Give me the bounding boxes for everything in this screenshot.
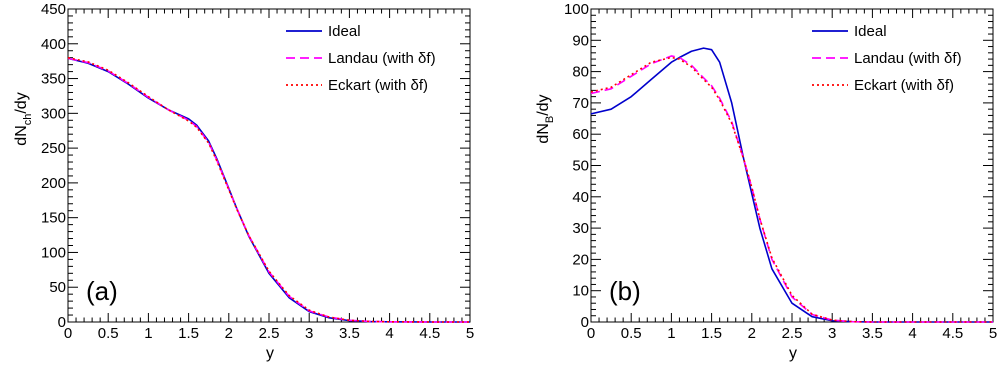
x-tick-label: 5 bbox=[989, 325, 997, 342]
x-tick-label: 4.5 bbox=[419, 325, 440, 342]
x-tick-label: 2 bbox=[748, 325, 756, 342]
y-tick-label: 100 bbox=[41, 244, 66, 261]
y-axis-title-subscript: B bbox=[544, 116, 556, 123]
panel-label: (b) bbox=[609, 276, 641, 306]
y-tick-label: 250 bbox=[41, 140, 66, 157]
y-axis-title-suffix: /dy bbox=[535, 94, 552, 115]
y-axis-title-suffix: /dy bbox=[13, 92, 30, 113]
x-tick-label: 2.5 bbox=[259, 325, 280, 342]
x-tick-label: 4.5 bbox=[942, 325, 963, 342]
y-tick-label: 300 bbox=[41, 105, 66, 122]
panel-label: (a) bbox=[86, 276, 118, 306]
y-tick-label: 10 bbox=[572, 283, 589, 300]
y-tick-label: 50 bbox=[572, 158, 589, 175]
y-tick-label: 0 bbox=[58, 314, 66, 331]
x-tick-label: 0 bbox=[64, 325, 72, 342]
x-tick-label: 0.5 bbox=[98, 325, 119, 342]
y-tick-label: 50 bbox=[49, 279, 66, 296]
x-tick-label: 1.5 bbox=[178, 325, 199, 342]
y-axis-title-main: dN bbox=[535, 123, 552, 143]
x-axis-title: y bbox=[266, 345, 274, 362]
y-tick-label: 450 bbox=[41, 1, 66, 18]
panel-b: 0 0.5 1 1.5 2 2.5 3 3.5 4 4.5 50102030405060708090… bbox=[535, 1, 997, 362]
y-tick-label: 400 bbox=[41, 36, 66, 53]
y-axis-title-main: dN bbox=[13, 125, 30, 145]
legend-label-2: Landau (with δf) bbox=[328, 50, 436, 67]
x-tick-label: 2.5 bbox=[782, 325, 803, 342]
x-tick-label: 0.5 bbox=[621, 325, 642, 342]
series-line-3 bbox=[590, 56, 993, 323]
y-tick-label: 150 bbox=[41, 210, 66, 227]
y-tick-label: 40 bbox=[572, 189, 589, 206]
y-axis-title-subscript: ch bbox=[22, 114, 34, 126]
y-axis-title: dNB/dy bbox=[535, 94, 556, 143]
y-tick-label: 70 bbox=[572, 95, 589, 112]
y-tick-label: 100 bbox=[564, 1, 589, 18]
x-tick-label: 3 bbox=[828, 325, 836, 342]
x-tick-label: 0 bbox=[587, 325, 595, 342]
series-line-3 bbox=[67, 56, 470, 323]
x-tick-label: 3.5 bbox=[862, 325, 883, 342]
y-tick-label: 350 bbox=[41, 71, 66, 88]
series-line-2 bbox=[67, 57, 470, 323]
legend-label-1: Ideal bbox=[328, 23, 361, 40]
y-tick-label: 200 bbox=[41, 175, 66, 192]
x-tick-label: 3 bbox=[305, 325, 313, 342]
y-tick-label: 80 bbox=[572, 64, 589, 81]
series-line-2 bbox=[590, 55, 993, 323]
x-tick-label: 4 bbox=[385, 325, 393, 342]
legend-label-2: Landau (with δf) bbox=[854, 50, 962, 67]
x-tick-label: 1 bbox=[667, 325, 675, 342]
legend-label-3: Eckart (with δf) bbox=[328, 77, 428, 94]
y-tick-label: 60 bbox=[572, 126, 589, 143]
legend-label-1: Ideal bbox=[854, 23, 887, 40]
y-axis-title: dNch/dy bbox=[13, 92, 34, 145]
y-tick-label: 90 bbox=[572, 32, 589, 49]
x-tick-label: 1 bbox=[144, 325, 152, 342]
x-tick-label: 4 bbox=[908, 325, 916, 342]
series-line-1 bbox=[67, 57, 470, 323]
legend-label-3: Eckart (with δf) bbox=[854, 77, 954, 94]
y-tick-label: 0 bbox=[581, 314, 589, 331]
x-axis-title: y bbox=[789, 345, 797, 362]
panel-a: 0 0.5 1 1.5 2 2.5 3 3.5 4 4.5 50501001502002503003… bbox=[13, 1, 474, 362]
y-tick-label: 30 bbox=[572, 220, 589, 237]
x-tick-label: 2 bbox=[225, 325, 233, 342]
x-tick-label: 5 bbox=[466, 325, 474, 342]
x-tick-label: 1.5 bbox=[701, 325, 722, 342]
x-tick-label: 3.5 bbox=[339, 325, 360, 342]
y-tick-label: 20 bbox=[572, 251, 589, 268]
